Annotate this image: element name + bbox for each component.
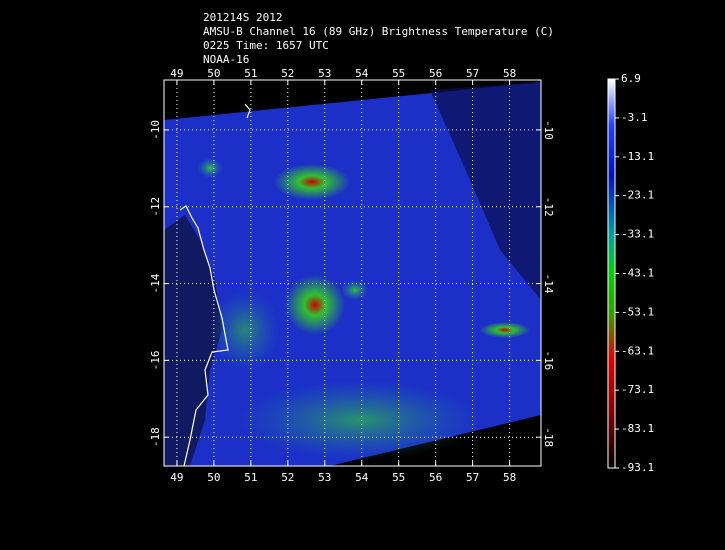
lat-label: -18	[149, 427, 162, 447]
convection	[285, 275, 345, 335]
lon-label: 57	[466, 67, 479, 80]
labels: 49 49 50 50 51 51 52 52 53 53 54 54 55 55 56 56 57 57 58 58…	[149, 67, 654, 484]
colorbar-label: 6.9	[621, 72, 641, 85]
lon-label: 51	[244, 471, 257, 484]
grid	[164, 80, 541, 466]
lon-label: 49	[170, 67, 183, 80]
colorbar-label: -13.1	[621, 150, 654, 163]
lon-label: 50	[207, 471, 220, 484]
lon-label: 56	[429, 67, 442, 80]
colorbar	[607, 78, 616, 469]
colorbar-label: -33.1	[621, 228, 654, 241]
rain-area	[240, 380, 480, 460]
lon-label: 55	[392, 67, 405, 80]
lon-label: 54	[355, 471, 369, 484]
colorbar-label: -93.1	[621, 461, 654, 474]
lon-label: 49	[170, 471, 183, 484]
rain-area	[210, 290, 280, 370]
lat-label: -12	[542, 197, 555, 217]
lat-label: -14	[542, 274, 555, 294]
lat-label: -12	[149, 197, 162, 217]
lon-label: 54	[355, 67, 369, 80]
convection	[274, 164, 350, 200]
rain-area	[341, 280, 369, 300]
map-frame	[163, 79, 542, 467]
lat-label: -16	[542, 350, 555, 370]
colorbar-label: -53.1	[621, 305, 654, 318]
lat-label: -16	[149, 350, 162, 370]
lon-label: 52	[281, 67, 294, 80]
colorbar-label: -73.1	[621, 383, 654, 396]
colorbar-label: -3.1	[621, 111, 648, 124]
colorbar-label: -23.1	[621, 189, 654, 202]
lon-label: 58	[503, 471, 516, 484]
lon-label: 53	[318, 471, 331, 484]
lon-label: 52	[281, 471, 294, 484]
swath	[164, 82, 541, 466]
title-line: AMSU-B Channel 16 (89 GHz) Brightness Te…	[203, 25, 554, 38]
title-line: NOAA-16	[203, 53, 249, 66]
colorbar-label: -43.1	[621, 267, 654, 280]
lon-label: 58	[503, 67, 516, 80]
land-area	[164, 215, 222, 466]
convection	[480, 322, 530, 338]
lat-label: -10	[149, 120, 162, 140]
lat-label: -14	[149, 273, 162, 293]
rain-area	[198, 158, 222, 178]
colorbar-label: -83.1	[621, 422, 654, 435]
coastline	[244, 103, 251, 119]
lon-label: 57	[466, 471, 479, 484]
coastline	[179, 205, 229, 466]
lat-label: -18	[542, 427, 555, 447]
lon-label: 50	[207, 67, 220, 80]
imagery	[164, 82, 541, 466]
colorbar-label: -63.1	[621, 344, 654, 357]
lat-label: -10	[542, 120, 555, 140]
lon-label: 55	[392, 471, 405, 484]
lon-label: 56	[429, 471, 442, 484]
lon-label: 53	[318, 67, 331, 80]
lon-label: 51	[244, 67, 257, 80]
title-line: 0225 Time: 1657 UTC	[203, 39, 329, 52]
dry-area	[430, 82, 541, 300]
title-line: 201214S 2012	[203, 11, 282, 24]
